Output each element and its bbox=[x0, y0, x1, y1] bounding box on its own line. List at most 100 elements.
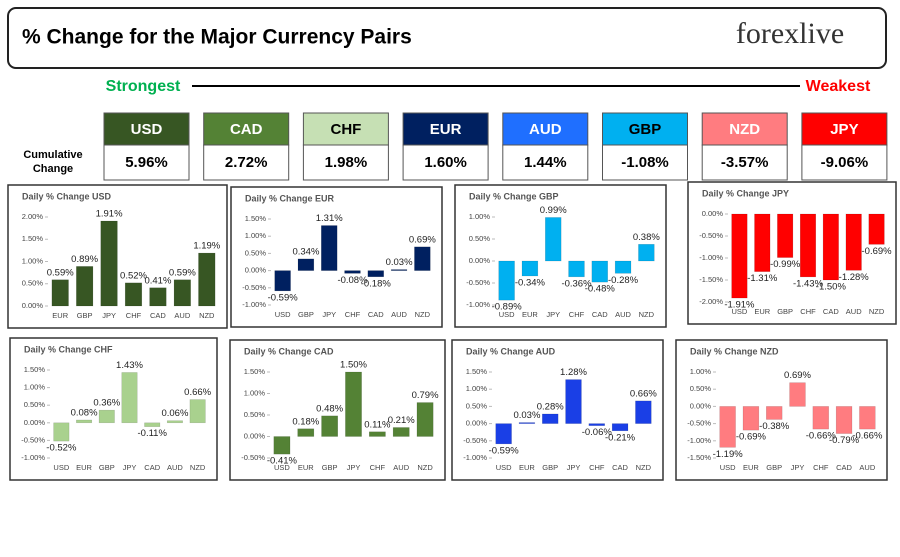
value-label: 1.91% bbox=[96, 209, 123, 220]
y-tick-label: 0.00% bbox=[690, 401, 712, 410]
value-label: -0.28% bbox=[608, 275, 639, 286]
bar bbox=[766, 406, 783, 420]
currency-name: CAD bbox=[230, 121, 263, 138]
bar bbox=[144, 422, 161, 427]
x-tick-label: CAD bbox=[823, 307, 839, 316]
bar bbox=[173, 279, 191, 307]
bar bbox=[321, 415, 339, 437]
currency-header bbox=[402, 112, 489, 146]
y-tick-label: 1.00% bbox=[466, 384, 488, 393]
currency-value-box bbox=[103, 144, 190, 181]
currency-name: CHF bbox=[330, 121, 361, 138]
x-tick-label: EUR bbox=[76, 463, 92, 472]
bar bbox=[149, 287, 167, 307]
x-tick-label: EUR bbox=[519, 463, 535, 472]
value-label: -0.08% bbox=[337, 275, 368, 286]
value-label: -0.69% bbox=[862, 246, 893, 257]
x-tick-label: CHF bbox=[813, 463, 829, 472]
x-tick-label: NZD bbox=[639, 310, 655, 319]
currency-value: 5.96% bbox=[125, 154, 168, 171]
x-tick-label: EUR bbox=[52, 311, 68, 320]
y-tick-label: 1.00% bbox=[690, 367, 712, 376]
y-tick-label: -1.50% bbox=[687, 453, 711, 462]
bar bbox=[273, 436, 291, 455]
y-tick-label: -1.00% bbox=[687, 436, 711, 445]
x-tick-label: JPY bbox=[123, 463, 137, 472]
x-tick-label: CHF bbox=[800, 307, 816, 316]
bar bbox=[868, 213, 885, 245]
x-tick-label: GBP bbox=[298, 310, 314, 319]
x-tick-label: GBP bbox=[99, 463, 115, 472]
x-tick-label: AUD bbox=[391, 310, 407, 319]
value-label: -0.52% bbox=[46, 443, 77, 454]
value-label: 0.18% bbox=[292, 416, 319, 427]
weakest-label: Weakest bbox=[806, 78, 871, 95]
x-tick-label: CAD bbox=[612, 463, 628, 472]
y-tick-label: 1.50% bbox=[466, 367, 488, 376]
value-label: -0.34% bbox=[515, 277, 546, 288]
x-tick-label: CHF bbox=[345, 310, 361, 319]
value-label: -0.38% bbox=[759, 421, 790, 432]
bar bbox=[368, 431, 386, 437]
currency-header bbox=[602, 112, 688, 146]
chart-title: Daily % Change JPY bbox=[702, 188, 789, 198]
y-tick-label: 1.50% bbox=[244, 367, 266, 376]
bar bbox=[635, 400, 652, 424]
y-tick-label: 1.00% bbox=[22, 256, 44, 265]
value-label: -0.59% bbox=[489, 445, 520, 456]
bar bbox=[414, 246, 431, 271]
y-tick-label: 1.50% bbox=[24, 365, 46, 374]
bar bbox=[498, 260, 515, 301]
bar bbox=[76, 419, 93, 424]
value-label: 0.36% bbox=[93, 398, 120, 409]
y-tick-label: 0.00% bbox=[702, 209, 724, 218]
y-tick-label: -0.50% bbox=[463, 436, 487, 445]
currency-value-box bbox=[402, 144, 489, 181]
value-label: -1.28% bbox=[839, 272, 870, 283]
currency-value-box bbox=[602, 144, 688, 181]
y-tick-label: -2.00% bbox=[699, 297, 723, 306]
bar bbox=[719, 406, 736, 448]
x-tick-label: JPY bbox=[322, 310, 336, 319]
bar bbox=[297, 258, 315, 271]
x-tick-label: CAD bbox=[368, 310, 384, 319]
x-tick-label: CHF bbox=[126, 311, 142, 320]
value-label: -0.79% bbox=[829, 435, 860, 446]
y-tick-label: 1.50% bbox=[245, 214, 267, 223]
x-tick-label: JPY bbox=[791, 463, 805, 472]
y-tick-label: 0.50% bbox=[24, 400, 46, 409]
value-label: 0.03% bbox=[386, 257, 413, 268]
value-label: -0.66% bbox=[852, 431, 883, 442]
value-label: 0.11% bbox=[364, 419, 391, 430]
currency-header bbox=[801, 112, 888, 146]
bar bbox=[416, 402, 434, 437]
y-tick-label: 0.00% bbox=[245, 266, 267, 275]
bar bbox=[611, 423, 629, 432]
bar bbox=[53, 422, 70, 442]
x-tick-label: CAD bbox=[836, 463, 852, 472]
x-tick-label: USD bbox=[499, 310, 515, 319]
x-tick-label: CHF bbox=[569, 310, 585, 319]
header-box bbox=[7, 7, 887, 69]
x-tick-label: GBP bbox=[777, 307, 793, 316]
value-label: 0.34% bbox=[292, 246, 319, 257]
y-tick-label: -1.50% bbox=[699, 275, 723, 284]
value-label: 0.28% bbox=[537, 401, 564, 412]
value-label: -0.36% bbox=[561, 278, 592, 289]
bar bbox=[822, 213, 839, 281]
bar bbox=[521, 260, 539, 277]
y-tick-label: 0.00% bbox=[466, 419, 488, 428]
currency-value-box bbox=[502, 144, 589, 181]
chart-title: Daily % Change GBP bbox=[469, 191, 559, 201]
bar bbox=[51, 279, 69, 307]
value-label: 0.99% bbox=[540, 205, 567, 216]
chart-frame bbox=[229, 339, 446, 481]
value-label: -0.11% bbox=[138, 428, 168, 439]
chart-title: Daily % Change AUD bbox=[466, 346, 556, 356]
bar bbox=[274, 270, 291, 292]
bar bbox=[614, 260, 632, 274]
bar bbox=[121, 372, 138, 424]
x-tick-label: CAD bbox=[144, 463, 160, 472]
cumulative-label: Cumulative Change bbox=[23, 149, 83, 175]
